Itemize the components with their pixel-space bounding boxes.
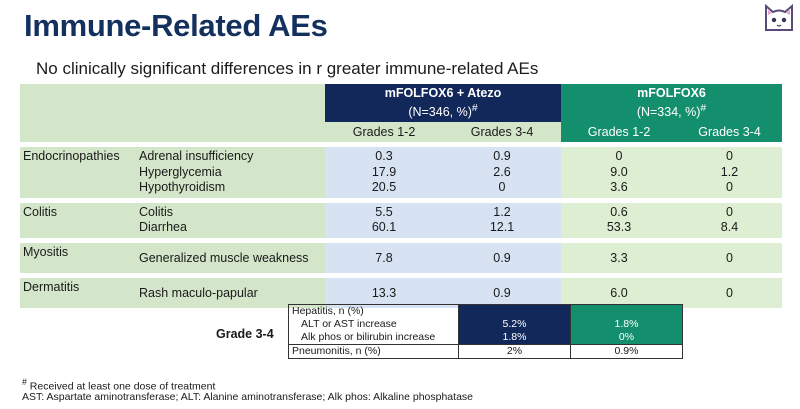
table-row: ALT or AST increase 5.2% 1.8% xyxy=(288,318,683,331)
value-cell: 0 8.4 xyxy=(677,197,782,240)
row-label: Pneumonitis, n (%) xyxy=(288,344,459,359)
value-cell xyxy=(570,304,683,318)
arm-name: mFOLFOX6 xyxy=(637,86,706,101)
cat-logo-icon xyxy=(765,3,793,31)
table-row: Hepatitis, n (%) xyxy=(288,304,683,318)
row-label: Alk phos or bilirubin increase xyxy=(288,331,459,345)
table-row: Alk phos or bilirubin increase 1.8% 0% xyxy=(288,331,683,345)
category-cell: Endocrinopathies xyxy=(20,142,135,200)
value-cell: 3.3 xyxy=(561,237,677,275)
arm-n: (N=346, %) xyxy=(408,105,472,120)
event-name: Hyperglycemia xyxy=(139,164,222,179)
hepatitis-label: Hepatitis, n (%) xyxy=(288,304,459,318)
event-cell: Adrenal insufficiency Hyperglycemia Hypo… xyxy=(135,142,325,200)
table-row: Pneumonitis, n (%) 2% 0.9% xyxy=(288,344,683,359)
footnote-mark: # xyxy=(22,377,27,387)
value-cell: 5.2% xyxy=(458,318,571,331)
category-cell: Dermatitis xyxy=(20,272,135,308)
arm-footnote-mark: # xyxy=(471,103,478,115)
table-row: Dermatitis Rash maculo-papular 13.3 0.9 … xyxy=(20,272,782,308)
value-cell: 7.8 xyxy=(325,237,443,275)
grade34-table: Hepatitis, n (%) ALT or AST increase 5.2… xyxy=(288,304,683,359)
arm-n: (N=334, %) xyxy=(636,105,701,120)
event-name: Generalized muscle weakness xyxy=(135,237,325,275)
event-name: Hypothyroidism xyxy=(139,180,226,194)
irae-table: mFOLFOX6 + Atezo (N=346, %)# mFOLFOX6 (N… xyxy=(20,84,782,308)
value-cell: 0 xyxy=(677,272,782,308)
row-label: ALT or AST increase xyxy=(288,318,459,331)
arm-name: mFOLFOX6 + Atezo xyxy=(384,86,502,101)
value-cell: 0.9% xyxy=(570,344,683,359)
value-cell xyxy=(458,304,571,318)
value-cell: 0.6 53.3 xyxy=(561,197,677,240)
grade34-label: Grade 3-4 xyxy=(216,327,274,341)
grade-header: Grades 1-2 xyxy=(561,122,677,145)
value-cell: 1.8% xyxy=(458,331,571,345)
table-row: Endocrinopathies Adrenal insufficiency H… xyxy=(20,142,782,200)
value-cell: 0.9 2.6 0 xyxy=(443,142,561,200)
event-name: Diarrhea xyxy=(139,220,187,234)
table-row: Colitis Colitis Diarrhea 5.5 60.1 1.2 12… xyxy=(20,197,782,240)
value-cell: 0 1.2 0 xyxy=(677,142,782,200)
slide-title: Immune-Related AEs xyxy=(24,8,328,43)
value-cell: 1.2 12.1 xyxy=(443,197,561,240)
value-cell: 2% xyxy=(458,344,571,359)
arm-header-atezo: mFOLFOX6 + Atezo (N=346, %)# xyxy=(325,84,561,122)
footnote: # Received at least one dose of treatmen… xyxy=(22,377,215,393)
value-cell: 0.9 xyxy=(443,237,561,275)
event-cell: Colitis Diarrhea xyxy=(135,197,325,240)
arm-footnote-mark: # xyxy=(700,103,707,115)
value-cell: 0.9 xyxy=(443,272,561,308)
slide-subtitle: No clinically significant differences in… xyxy=(36,59,539,78)
event-name: Rash maculo-papular xyxy=(135,272,325,308)
value-cell: 0% xyxy=(570,331,683,345)
table-row: Myositis Generalized muscle weakness 7.8… xyxy=(20,237,782,275)
category-cell: Myositis xyxy=(20,237,135,275)
arm-header-control: mFOLFOX6 (N=334, %)# xyxy=(561,84,782,122)
grade-header: Grades 3-4 xyxy=(443,122,561,145)
value-cell: 0 xyxy=(677,237,782,275)
grade-header: Grades 3-4 xyxy=(677,122,782,145)
event-name: Colitis xyxy=(139,204,174,219)
value-cell: 6.0 xyxy=(561,272,677,308)
grade-header: Grades 1-2 xyxy=(325,122,443,145)
value-cell: 0 9.0 3.6 xyxy=(561,142,677,200)
header-blank xyxy=(20,122,325,145)
header-blank xyxy=(20,84,325,122)
event-name: Adrenal insufficiency xyxy=(139,149,254,163)
value-cell: 1.8% xyxy=(570,318,683,331)
value-cell: 0.3 17.9 20.5 xyxy=(325,142,443,200)
abbreviations: AST: Aspartate aminotransferase; ALT: Al… xyxy=(22,391,473,403)
category-cell: Colitis xyxy=(20,197,135,240)
footnote-text: Received at least one dose of treatment xyxy=(26,380,216,393)
value-cell: 13.3 xyxy=(325,272,443,308)
value-cell: 5.5 60.1 xyxy=(325,197,443,240)
